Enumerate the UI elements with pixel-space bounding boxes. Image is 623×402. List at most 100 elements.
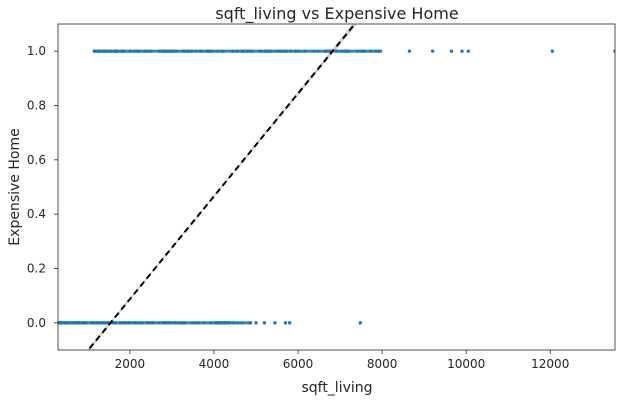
outlier-point [254,321,258,325]
data-point [360,49,364,53]
data-point [89,321,93,325]
data-point [242,49,246,53]
chart-title: sqft_living vs Expensive Home [215,4,458,24]
regression-line [86,24,357,350]
data-point [148,49,152,53]
plot-frame [57,23,616,351]
data-point [342,49,346,53]
data-point [58,321,62,325]
data-point [190,321,194,325]
outlier-point [613,49,615,53]
y-tick-label: 0.0 [27,316,46,330]
data-point [75,321,80,325]
outlier-point [273,321,277,325]
data-point [220,49,224,53]
confidence-band-layer [86,24,358,350]
x-tick-label: 6000 [283,357,314,371]
data-point [288,49,293,53]
data-point [248,49,253,53]
outlier-point [466,49,470,53]
data-point [132,49,136,53]
data-point [245,49,249,53]
data-point [294,49,298,53]
data-point [160,49,165,53]
data-point [143,49,147,53]
x-tick-label: 4000 [199,357,230,371]
regression-line-layer [86,24,357,350]
data-point [97,49,101,53]
data-point [375,49,379,53]
data-point [136,49,140,53]
data-point [225,321,229,325]
data-point [205,49,209,53]
outlier-point [287,321,292,325]
data-point [103,49,108,53]
data-point [140,321,144,325]
data-point [166,321,170,325]
data-point [236,321,240,325]
data-point [147,321,151,325]
data-point [279,49,283,53]
y-tick-label: 0.4 [27,207,46,221]
outlier-point [460,49,464,53]
data-point [183,49,187,53]
data-point [231,321,236,325]
data-point [369,49,373,53]
y-tick-label: 0.2 [27,262,46,276]
data-point [133,321,137,325]
data-point [194,49,198,53]
data-point [303,49,307,53]
data-point [80,321,84,325]
data-point [363,49,367,53]
x-axis-label: sqft_living [301,380,372,396]
data-point [263,49,267,53]
data-point [72,321,76,325]
data-point [158,49,162,53]
x-tick-label: 10000 [447,357,485,371]
data-point [266,49,270,53]
data-point [163,321,167,325]
data-point [335,49,339,53]
data-point [377,49,381,53]
data-point [190,49,194,53]
x-tick-label: 12000 [531,357,569,371]
data-point [216,49,220,53]
points-layer [58,49,615,325]
data-point [96,321,101,325]
data-point [123,321,128,325]
data-point [127,321,131,325]
data-point [326,49,330,53]
data-point [64,321,68,325]
data-point [185,49,190,53]
data-point [344,49,349,53]
data-point [297,49,301,53]
y-tick-label: 1.0 [27,44,46,58]
data-point [128,49,132,53]
data-point [285,49,289,53]
x-tick-label: 2000 [115,357,146,371]
data-point [182,321,186,325]
data-point [269,49,273,53]
outlier-point [430,49,435,53]
data-point [70,321,74,325]
data-point [115,49,119,53]
y-axis-ticks: 0.0 0.2 0.4 0.6 0.8 1.0 [27,44,58,330]
data-point [274,49,278,53]
data-point [173,321,177,325]
data-point [176,321,180,325]
y-tick-label: 0.8 [27,99,46,113]
data-point [157,321,161,325]
data-point [112,321,116,325]
data-point [259,49,263,53]
outlier-point [358,321,362,325]
outlier-point [550,49,555,53]
data-point [120,321,124,325]
data-point [247,321,252,325]
data-point [93,321,97,325]
data-point [174,49,178,53]
outlier-point [262,321,267,325]
data-point [240,321,244,325]
data-point [202,321,206,325]
